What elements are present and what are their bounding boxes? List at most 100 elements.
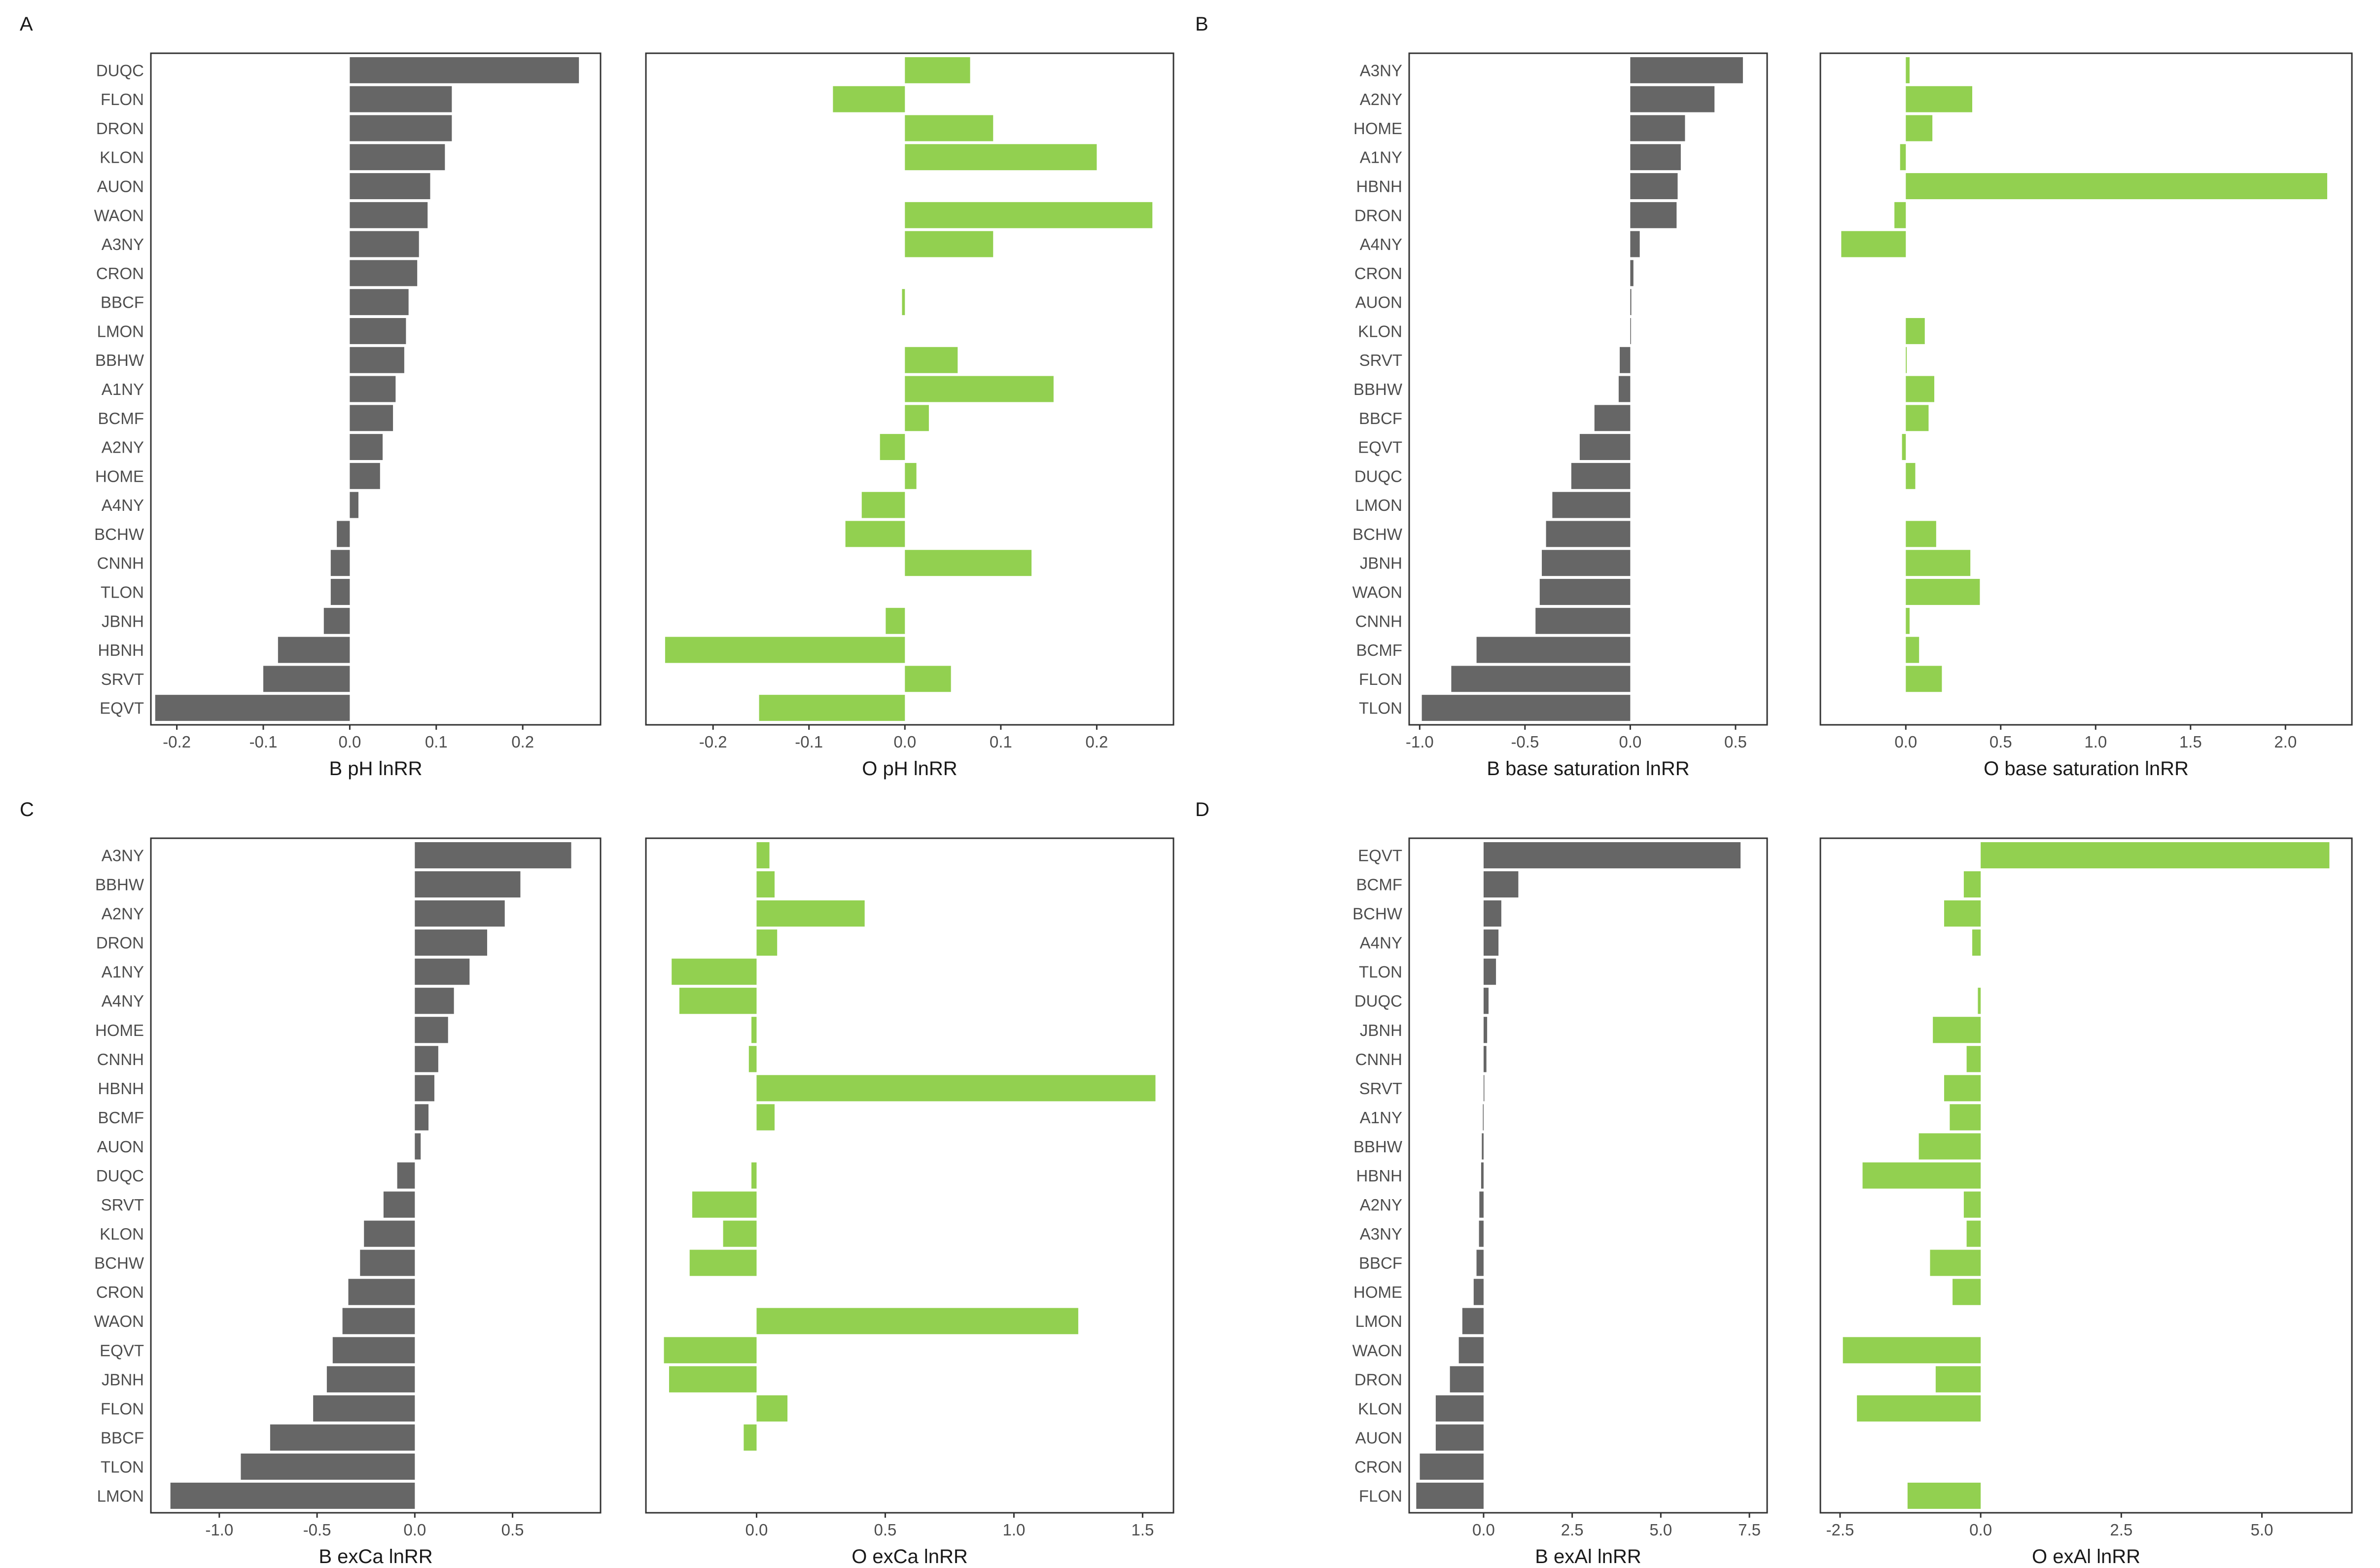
bar-a-right-klon: [905, 144, 1097, 171]
bar-b-right-bbhw: [1906, 376, 1934, 402]
category-label-c-klon: KLON: [100, 1225, 144, 1243]
bar-a-right-bbcf: [902, 289, 905, 316]
category-label-c-bbhw: BBHW: [95, 876, 144, 894]
bar-b-left-hbnh: [1630, 173, 1678, 199]
bar-c-right-jbnh: [669, 1366, 757, 1392]
bar-d-right-eqvt: [1981, 842, 2330, 869]
bar-b-right-srvt: [1906, 347, 1907, 373]
bar-b-right-bcmf: [1906, 637, 1919, 663]
x-tick-label-b-left: -1.0: [1406, 733, 1434, 751]
panel-a-left-frame: [150, 52, 602, 726]
panel-c-left-frame: [150, 837, 602, 1514]
bar-c-left-waon: [342, 1308, 415, 1334]
bar-c-left-tlon: [241, 1453, 415, 1480]
category-label-a-bchw: BCHW: [94, 525, 144, 543]
category-label-d-bchw: BCHW: [1352, 905, 1403, 923]
category-label-a-hbnh: HBNH: [98, 641, 144, 659]
bar-d-right-hbnh: [1862, 1162, 1981, 1189]
bar-c-left-flon: [313, 1395, 415, 1422]
category-label-d-bbhw: BBHW: [1353, 1138, 1403, 1156]
category-label-a-jbnh: JBNH: [102, 612, 144, 630]
x-tick-label-b-left: 0.0: [1619, 733, 1641, 751]
category-label-a-bcmf: BCMF: [98, 409, 144, 428]
x-tick-label-d-right: 0.0: [1969, 1521, 1992, 1539]
panel-d-label: D: [1195, 799, 1209, 820]
x-tick-label-b-left: 0.5: [1724, 733, 1747, 751]
bar-a-left-duqc: [350, 57, 579, 83]
x-axis-title-c-left: B exCa lnRR: [319, 1546, 432, 1568]
bar-b-right-a4ny: [1841, 231, 1906, 257]
bar-d-left-waon: [1458, 1337, 1484, 1363]
panel-b-left-frame: [1408, 52, 1768, 726]
category-label-c-lmon: LMON: [97, 1487, 144, 1505]
category-label-a-home: HOME: [95, 467, 144, 485]
bar-b-right-jbnh: [1906, 550, 1971, 576]
bar-b-right-eqvt: [1902, 434, 1906, 461]
bar-b-left-lmon: [1552, 492, 1631, 518]
x-axis-title-d-left: B exAl lnRR: [1535, 1546, 1641, 1568]
x-tick-label-c-left: 0.5: [501, 1521, 524, 1539]
bar-b-left-klon: [1630, 318, 1631, 344]
bar-a-right-hbnh: [665, 637, 905, 663]
bar-b-left-a1ny: [1630, 144, 1681, 171]
category-label-c-home: HOME: [95, 1021, 144, 1039]
bar-b-right-hbnh: [1906, 173, 2327, 199]
x-tick-label-c-right: 1.0: [1002, 1521, 1025, 1539]
bar-c-right-cnnh: [748, 1046, 757, 1072]
x-tick-label-b-right: 0.0: [1894, 733, 1917, 751]
x-tick-label-d-left: 2.5: [1561, 1521, 1584, 1539]
category-label-d-hbnh: HBNH: [1356, 1167, 1402, 1185]
bar-a-left-bbcf: [350, 289, 409, 316]
category-label-b-tlon: TLON: [1359, 699, 1402, 717]
bar-d-left-cron: [1420, 1453, 1484, 1480]
bar-c-right-eqvt: [664, 1337, 757, 1363]
x-tick-label-a-right: -0.2: [699, 733, 727, 751]
category-label-d-bbcf: BBCF: [1359, 1254, 1402, 1272]
bar-d-right-a1ny: [1950, 1104, 1981, 1131]
x-tick-label-d-right: 5.0: [2251, 1521, 2273, 1539]
x-tick-label-a-left: -0.2: [163, 733, 191, 751]
bar-c-right-home: [751, 1017, 757, 1043]
x-axis-title-b-left: B base saturation lnRR: [1487, 758, 1689, 780]
x-axis-title-b-right: O base saturation lnRR: [1984, 758, 2189, 780]
category-label-a-a3ny: A3NY: [102, 235, 144, 253]
category-label-c-a1ny: A1NY: [102, 963, 144, 981]
category-label-a-eqvt: EQVT: [100, 699, 144, 717]
bar-c-left-bcmf: [415, 1104, 429, 1131]
category-label-a-duqc: DUQC: [96, 61, 144, 79]
bar-d-right-a3ny: [1966, 1220, 1981, 1247]
bar-b-right-waon: [1906, 579, 1980, 605]
x-tick-label-c-right: 0.0: [746, 1521, 768, 1539]
x-axis-title-a-right: O pH lnRR: [862, 758, 957, 780]
category-label-d-auon: AUON: [1355, 1428, 1402, 1447]
category-label-a-a4ny: A4NY: [102, 496, 144, 514]
category-label-a-a1ny: A1NY: [102, 380, 144, 398]
category-label-a-klon: KLON: [100, 148, 144, 167]
bar-c-left-home: [415, 1017, 448, 1043]
bar-b-right-bchw: [1906, 521, 1936, 547]
category-label-c-bchw: BCHW: [94, 1254, 144, 1272]
bar-a-right-cnnh: [905, 550, 1032, 576]
x-tick-label-a-right: -0.1: [795, 733, 823, 751]
bar-b-right-cnnh: [1906, 607, 1910, 634]
bar-b-left-bcmf: [1476, 637, 1631, 663]
x-tick-label-b-right: 1.0: [2084, 733, 2107, 751]
bar-d-left-bcmf: [1483, 871, 1519, 898]
category-label-a-cnnh: CNNH: [97, 554, 144, 572]
bar-c-left-cron: [348, 1279, 415, 1305]
bar-b-right-dron: [1894, 202, 1906, 228]
category-label-b-lmon: LMON: [1355, 496, 1402, 514]
category-label-b-bchw: BCHW: [1352, 525, 1403, 543]
category-label-d-srvt: SRVT: [1359, 1079, 1402, 1098]
bar-b-left-eqvt: [1579, 434, 1631, 461]
bar-a-right-bchw: [845, 521, 905, 547]
category-label-d-tlon: TLON: [1359, 963, 1402, 981]
category-label-b-eqvt: EQVT: [1358, 438, 1402, 457]
category-label-d-klon: KLON: [1358, 1399, 1402, 1418]
bar-c-right-bbhw: [756, 871, 775, 898]
category-label-a-bbcf: BBCF: [101, 293, 144, 312]
bar-a-left-eqvt: [155, 695, 350, 721]
bar-d-left-duqc: [1483, 988, 1489, 1014]
category-label-c-eqvt: EQVT: [100, 1341, 144, 1359]
bar-a-right-a2ny: [880, 434, 905, 461]
